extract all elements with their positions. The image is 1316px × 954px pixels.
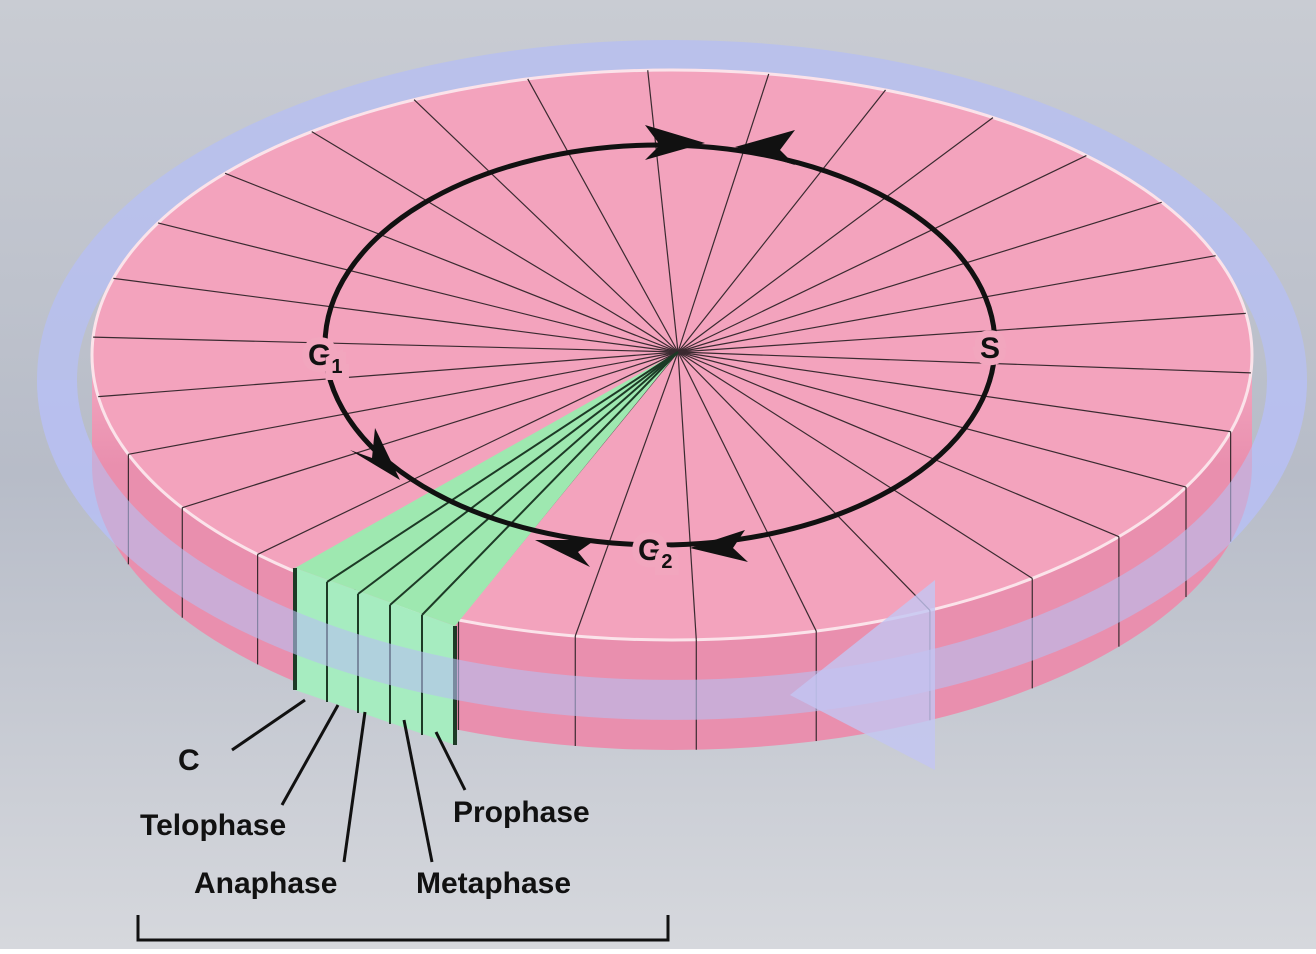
g2-letter: G <box>638 534 661 567</box>
diagram: G1 S G2 C Telophase Anaphase Metaphase P… <box>0 0 1316 949</box>
g2-subscript: 2 <box>661 551 672 573</box>
phase-label: Prophase <box>453 796 590 829</box>
phase-label: Telophase <box>140 809 286 842</box>
s-label: S <box>980 332 1000 365</box>
phase-label: Anaphase <box>194 867 337 900</box>
g1-subscript: 1 <box>331 356 342 378</box>
phase-label: Metaphase <box>416 867 571 900</box>
g1-letter: G <box>308 339 331 372</box>
phase-label: C <box>178 744 200 777</box>
page: {"labels": {"g1": {"text": "G", "subscri… <box>0 0 1316 949</box>
